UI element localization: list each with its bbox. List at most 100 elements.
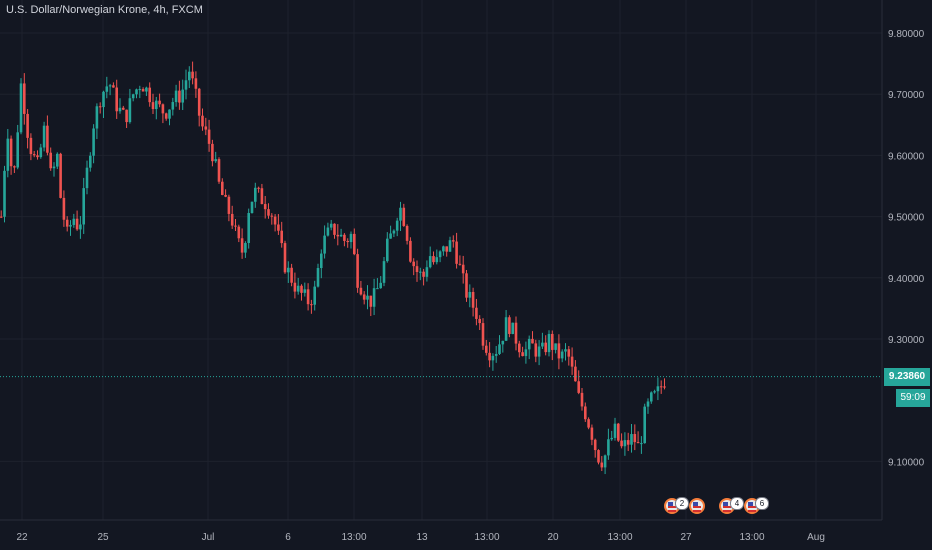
candle-body [557, 343, 561, 359]
candle-body [382, 261, 386, 283]
time-axis[interactable]: 22 25 Jul 6 13:00 13 13:00 20 13:00 27 13:00 Aug [16, 532, 824, 543]
candle-body [36, 155, 39, 158]
candle-body [570, 356, 574, 367]
candle-body [405, 225, 409, 241]
candle-body [161, 104, 165, 114]
candle-body [329, 223, 333, 228]
us-flag-icon[interactable]: 2 [664, 497, 689, 514]
candle-body [643, 406, 646, 444]
candle-body [204, 126, 208, 130]
candle-body [181, 89, 184, 103]
candle-body [89, 155, 92, 168]
candle-body [409, 240, 412, 262]
candle-body [250, 201, 254, 214]
candle-body [105, 86, 109, 92]
x-tick-label: 27 [680, 532, 692, 543]
x-tick-label: 13:00 [607, 532, 632, 543]
y-tick-label: 9.50000 [888, 213, 925, 224]
candle-body [138, 89, 142, 91]
candle-body [415, 266, 419, 273]
candle-body [323, 235, 326, 254]
candle-body [584, 406, 587, 420]
candle-body [630, 434, 633, 445]
candle-body [310, 304, 313, 306]
candle-body [237, 226, 241, 239]
candle-body [650, 392, 653, 402]
candle-body [438, 251, 442, 258]
candle-body [168, 109, 171, 119]
candle-body [19, 83, 23, 133]
candle-body [465, 273, 468, 298]
candle-body [636, 442, 640, 444]
candle-body [277, 224, 280, 231]
x-tick-label: 13:00 [474, 532, 499, 543]
candle-body [254, 187, 257, 202]
candle-body [320, 253, 323, 269]
candle-body [458, 263, 462, 265]
candle-body [273, 216, 277, 225]
candle-body [478, 318, 481, 324]
candle-body [425, 267, 429, 277]
price-axis[interactable]: 9.80000 9.70000 9.60000 9.50000 9.40000 9.300… [888, 29, 925, 468]
candle-body [577, 381, 580, 393]
candle-body [527, 338, 531, 350]
us-flag-icon[interactable]: 4 [719, 497, 744, 514]
candle-body [42, 125, 46, 148]
candle-body [82, 188, 85, 225]
candle-body [372, 288, 376, 307]
candle-body [511, 322, 514, 334]
y-tick-label: 9.70000 [888, 90, 925, 101]
candle-body [551, 333, 554, 350]
candle-body [151, 102, 155, 110]
candle-body [230, 213, 234, 226]
candle-body [115, 87, 118, 112]
candle-body [201, 115, 204, 127]
candle-body [135, 89, 138, 95]
candle-body [349, 233, 353, 243]
candle-body [300, 285, 303, 293]
candle-body [188, 71, 191, 81]
candle-body [392, 230, 396, 234]
candle-body [125, 109, 128, 123]
candle-body [521, 352, 524, 357]
candle-body [445, 246, 448, 252]
candle-body [422, 271, 425, 277]
candle-body [376, 288, 379, 290]
candle-body [419, 271, 422, 273]
candle-body [263, 204, 267, 210]
candle-body [356, 254, 359, 288]
candle-body [399, 207, 402, 221]
candle-body [610, 437, 613, 440]
candle-body [369, 295, 373, 307]
candle-body [128, 98, 132, 123]
candle-body [29, 137, 33, 155]
candle-body [640, 443, 643, 445]
candle-body [313, 286, 316, 305]
candle-body [597, 450, 600, 463]
event-count-badge: 2 [675, 497, 689, 510]
event-count-badge: 4 [730, 497, 744, 510]
y-tick-label: 9.80000 [888, 29, 925, 40]
x-tick-label: 6 [285, 532, 291, 543]
candle-body [3, 170, 6, 217]
candle-body [98, 106, 102, 108]
us-flag-icon[interactable]: 6 [744, 497, 769, 514]
candle-body [214, 159, 217, 162]
candle-body [184, 80, 188, 90]
candle-body [494, 353, 498, 356]
candle-body [270, 215, 274, 217]
candle-body [534, 343, 538, 357]
candle-body [475, 307, 478, 319]
candle-body [491, 355, 495, 361]
candle-body [72, 218, 76, 225]
candle-body [290, 267, 293, 283]
x-tick-label: 25 [97, 532, 109, 543]
candle-body [39, 147, 43, 158]
candle-body [587, 419, 590, 428]
candle-body [564, 349, 567, 352]
candle-body [9, 138, 13, 167]
us-flag-icon[interactable] [689, 498, 705, 514]
candle-body [514, 322, 518, 344]
candle-body [617, 423, 620, 441]
